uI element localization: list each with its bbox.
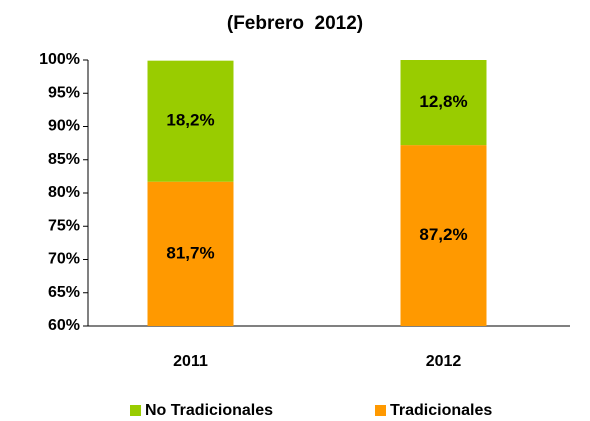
y-tick-label: 70% bbox=[48, 251, 80, 268]
y-tick-label: 100% bbox=[39, 51, 80, 68]
value-label: 12,8% bbox=[419, 92, 467, 111]
legend-label: Tradicionales bbox=[390, 402, 492, 419]
x-tick-label: 2012 bbox=[426, 353, 462, 370]
y-tick-label: 80% bbox=[48, 184, 80, 201]
bar-segment bbox=[400, 145, 487, 326]
bar-segment bbox=[147, 181, 234, 326]
x-tick-label: 2011 bbox=[173, 353, 208, 370]
legend-swatch bbox=[375, 405, 386, 416]
value-label: 87,2% bbox=[419, 225, 467, 244]
bar-segment bbox=[400, 60, 487, 146]
y-tick-label: 85% bbox=[48, 151, 80, 168]
value-label: 18,2% bbox=[166, 111, 214, 130]
y-tick-label: 95% bbox=[48, 84, 80, 101]
y-tick-label: 75% bbox=[48, 217, 80, 234]
y-tick-label: 90% bbox=[48, 118, 80, 135]
bar-segment bbox=[147, 60, 234, 182]
value-label: 81,7% bbox=[166, 243, 214, 262]
legend-label: No Tradicionales bbox=[145, 402, 273, 419]
chart-title: (Febrero 2012) bbox=[227, 13, 363, 34]
y-tick-label: 60% bbox=[48, 317, 80, 334]
y-tick-label: 65% bbox=[48, 284, 80, 301]
legend-swatch bbox=[130, 405, 141, 416]
